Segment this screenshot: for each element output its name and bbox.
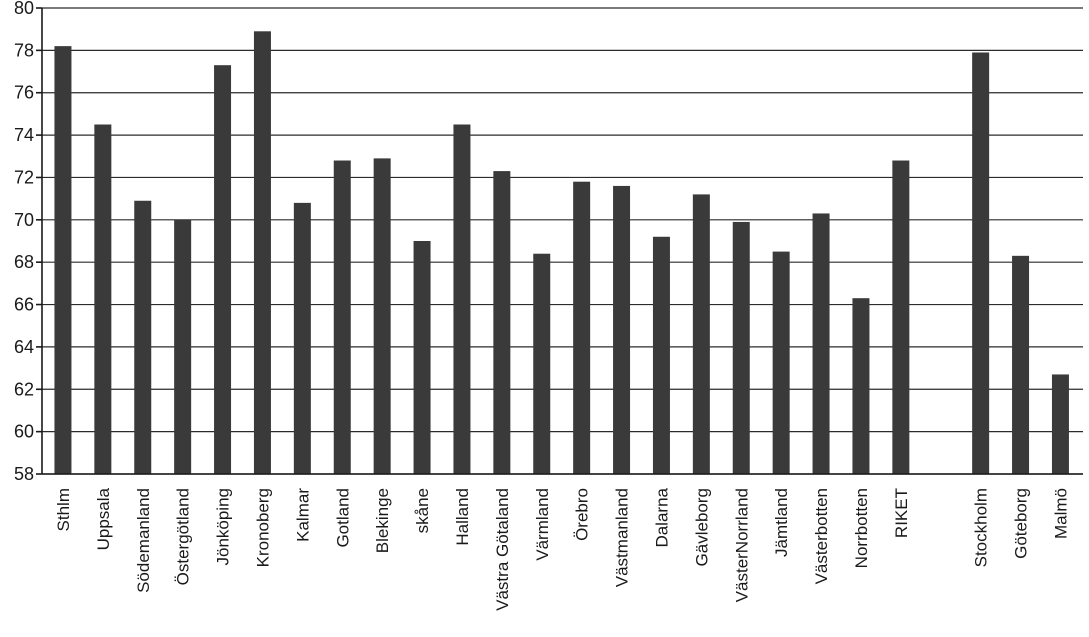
bar-halland <box>453 124 471 474</box>
bar-sthlm <box>54 46 72 474</box>
category-label: Malmö <box>1051 488 1070 539</box>
bar-östergötland <box>174 219 192 474</box>
category-label: Kronoberg <box>253 488 272 567</box>
category-label: Norrbotten <box>852 488 871 568</box>
category-label: Stockholm <box>972 488 991 567</box>
category-label: Dalarna <box>652 487 671 547</box>
category-label: Östergötland <box>174 488 193 585</box>
category-label: Kalmar <box>293 488 312 542</box>
category-label: Västra Götaland <box>493 488 512 611</box>
category-label: Gotland <box>333 488 352 548</box>
y-tick-label: 78 <box>14 40 34 60</box>
bar-malmö <box>1051 374 1069 474</box>
bar-örebro <box>573 181 591 474</box>
bar-stockholm <box>972 52 990 474</box>
category-label: Sthlm <box>54 488 73 531</box>
bar-riket <box>892 160 910 474</box>
bar-dalarna <box>652 236 670 474</box>
bar-södemanland <box>134 200 152 474</box>
y-tick-label: 60 <box>14 422 34 442</box>
category-label: Jönköping <box>214 488 233 566</box>
bar-värmland <box>533 253 551 474</box>
category-label: Uppsala <box>94 487 113 550</box>
bar-göteborg <box>1012 255 1030 474</box>
category-label: Göteborg <box>1012 488 1031 559</box>
bar-jönköping <box>214 65 232 474</box>
y-tick-label: 66 <box>14 295 34 315</box>
y-tick-label: 64 <box>14 337 34 357</box>
category-label: VästerNorrland <box>732 488 751 602</box>
bar-västerbotten <box>812 213 830 474</box>
y-tick-label: 76 <box>14 83 34 103</box>
category-label: Värmland <box>533 488 552 561</box>
bar-blekinge <box>373 158 391 474</box>
category-label: Västmanland <box>613 488 632 587</box>
category-label: Örebro <box>573 488 592 541</box>
bar-kalmar <box>293 202 311 474</box>
category-label: Blekinge <box>373 488 392 553</box>
category-label: RIKET <box>892 488 911 538</box>
bar-kronoberg <box>253 31 271 475</box>
category-label: Jämtland <box>772 488 791 557</box>
bar-uppsala <box>94 124 112 474</box>
y-tick-label: 62 <box>14 379 34 399</box>
category-label: Halland <box>453 488 472 546</box>
y-tick-label: 74 <box>14 125 34 145</box>
y-tick-label: 58 <box>14 464 34 484</box>
bar-jämtland <box>772 251 790 474</box>
bar-gotland <box>333 160 351 474</box>
gridlines <box>36 7 1083 475</box>
bar-skåne <box>413 241 431 474</box>
y-axis-tick-labels: 58 60 62 64 66 68 70 72 74 76 78 80 <box>14 0 34 484</box>
y-tick-label: 68 <box>14 252 34 272</box>
category-label: Gävleborg <box>692 488 711 566</box>
y-tick-label: 70 <box>14 210 34 230</box>
category-label: Västerbotten <box>812 488 831 584</box>
bar-västernorrland <box>732 221 750 474</box>
category-labels: Sthlm Uppsala Södemanland Östergötland Jönkö… <box>54 487 1070 610</box>
axes <box>41 8 1083 475</box>
category-label: skåne <box>413 488 432 533</box>
bar-norrbotten <box>852 298 870 474</box>
bars <box>54 31 1069 475</box>
y-tick-label: 80 <box>14 0 34 18</box>
y-tick-label: 72 <box>14 167 34 187</box>
category-label: Södemanland <box>134 488 153 593</box>
bar-västra-götaland <box>493 171 511 474</box>
bar-gävleborg <box>692 194 710 474</box>
bar-västmanland <box>613 185 631 474</box>
